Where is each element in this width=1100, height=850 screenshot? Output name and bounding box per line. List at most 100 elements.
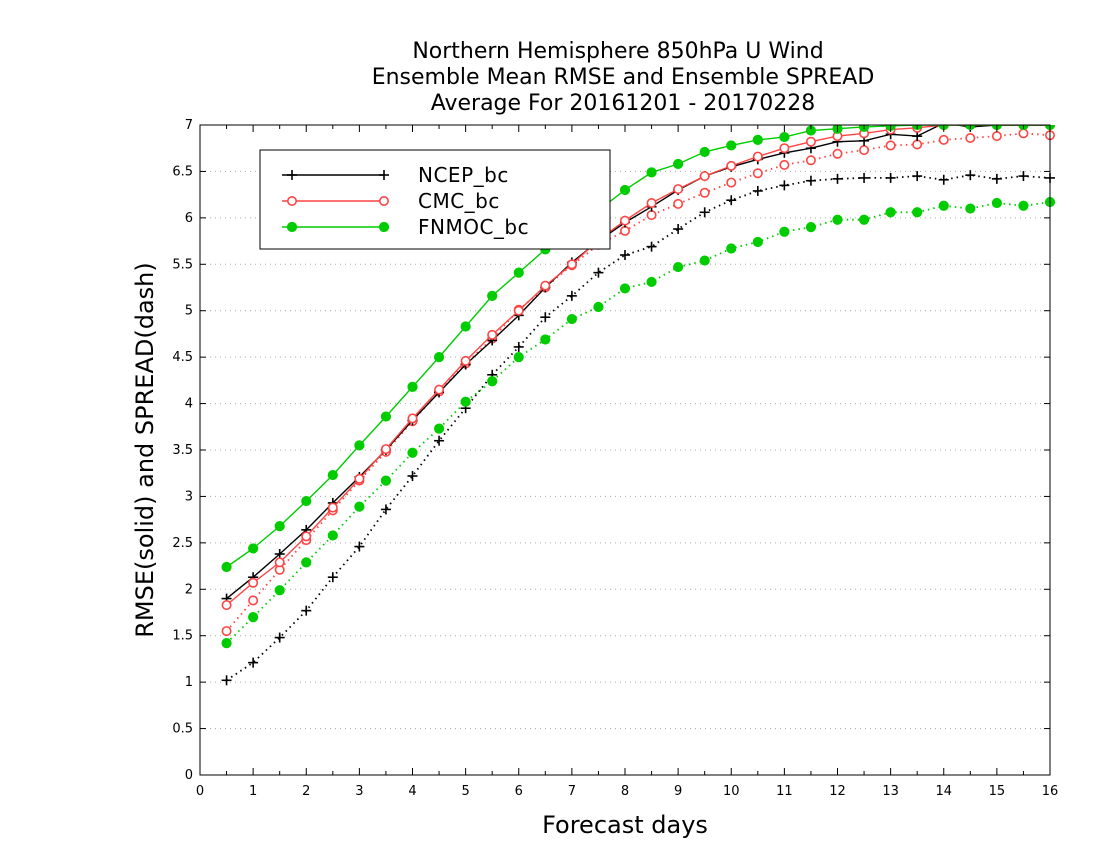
x-tick-label: 10: [723, 784, 740, 799]
data-point-FNMOC_bc-rmse: [779, 131, 790, 143]
data-point-FNMOC_bc-rmse: [726, 140, 737, 151]
data-point-NCEP_bc-spread: [673, 224, 684, 234]
data-point-CMC_bc-rmse: [726, 160, 737, 171]
x-tick-label: 16: [1042, 784, 1059, 799]
data-point-CMC_bc-rmse: [673, 184, 684, 195]
data-point-CMC_bc-spread: [912, 139, 923, 150]
y-tick-label: 5: [185, 304, 193, 319]
x-tick-label: 13: [882, 784, 899, 799]
data-point-CMC_bc-spread: [859, 145, 870, 156]
chart-title: Northern Hemisphere 850hPa U Wind Ensemb…: [372, 39, 875, 116]
legend-label: CMC_bc: [418, 189, 500, 213]
data-point-FNMOC_bc-spread: [965, 203, 976, 214]
legend-marker: [378, 196, 389, 207]
data-point-CMC_bc-spread: [832, 148, 843, 159]
data-point-FNMOC_bc-spread: [699, 255, 710, 266]
data-point-CMC_bc-rmse: [805, 136, 816, 147]
data-point-NCEP_bc-spread: [407, 471, 418, 481]
data-point-CMC_bc-rmse: [407, 413, 418, 424]
chart-title-line-3: Average For 20161201 - 20170228: [431, 91, 816, 116]
data-point-FNMOC_bc-spread: [752, 236, 763, 248]
data-point-NCEP_bc-spread: [885, 172, 896, 183]
legend-marker: [286, 221, 298, 233]
data-point-NCEP_bc-spread: [380, 504, 391, 515]
data-point-FNMOC_bc-spread: [726, 243, 737, 254]
data-point-NCEP_bc-spread: [221, 675, 232, 686]
data-point-CMC_bc-spread: [673, 198, 684, 209]
legend-item-CMC_bc: CMC_bc: [282, 189, 500, 213]
data-point-FNMOC_bc-spread: [221, 638, 232, 649]
data-point-FNMOC_bc-rmse: [487, 290, 498, 301]
data-point-CMC_bc-spread: [1018, 128, 1029, 139]
data-point-CMC_bc-spread: [699, 187, 710, 198]
x-tick-label: 8: [621, 784, 629, 799]
data-point-CMC_bc-rmse: [460, 355, 471, 366]
data-point-NCEP_bc-spread: [327, 572, 338, 583]
data-point-CMC_bc-spread: [248, 595, 259, 606]
data-point-FNMOC_bc-spread: [274, 585, 285, 596]
axis-ticks: 00.511.522.533.544.555.566.570 1 2 3 4 5 6 7 8 9 1…: [172, 118, 1058, 799]
series-FNMOC_bc-spread: [221, 196, 1056, 649]
data-point-FNMOC_bc-spread: [885, 207, 896, 218]
x-tick-label: 15: [989, 784, 1006, 799]
data-point-CMC_bc-rmse: [301, 531, 312, 542]
data-point-CMC_bc-rmse: [221, 600, 232, 611]
data-point-CMC_bc-rmse: [327, 502, 338, 513]
data-point-NCEP_bc-spread: [752, 185, 763, 196]
chart-title-line-2: Ensemble Mean RMSE and Ensemble SPREAD: [372, 65, 875, 90]
data-point-CMC_bc-spread: [646, 210, 657, 221]
data-point-CMC_bc-spread: [991, 131, 1002, 142]
data-point-NCEP_bc-spread: [593, 267, 604, 278]
data-point-FNMOC_bc-spread: [327, 530, 338, 541]
data-point-NCEP_bc-spread: [938, 174, 949, 185]
y-tick-label: 5.5: [172, 257, 193, 272]
data-point-NCEP_bc-rmse: [274, 549, 285, 559]
data-point-NCEP_bc-spread: [566, 290, 577, 301]
data-point-FNMOC_bc-rmse: [248, 543, 259, 554]
data-point-NCEP_bc-spread: [965, 170, 976, 181]
data-point-FNMOC_bc-rmse: [407, 381, 418, 392]
series-line-NCEP_bc-spread: [226, 174, 1051, 682]
legend-marker: [378, 221, 390, 233]
x-tick-label: 2: [302, 784, 310, 799]
data-point-FNMOC_bc-rmse: [460, 321, 471, 332]
data-point-CMC_bc-spread: [938, 134, 949, 145]
x-tick-label: 1: [249, 784, 257, 799]
data-point-FNMOC_bc-spread: [566, 313, 577, 325]
data-point-FNMOC_bc-spread: [513, 352, 524, 363]
data-point-FNMOC_bc-spread: [673, 261, 684, 273]
y-tick-label: 4.5: [172, 350, 193, 365]
data-point-FNMOC_bc-spread: [858, 214, 870, 225]
data-point-NCEP_bc-spread: [434, 435, 445, 446]
data-point-CMC_bc-rmse: [619, 215, 630, 226]
data-point-FNMOC_bc-rmse: [619, 184, 631, 196]
data-point-FNMOC_bc-spread: [619, 283, 631, 294]
data-point-CMC_bc-rmse: [434, 384, 445, 395]
data-point-CMC_bc-spread: [726, 177, 737, 188]
data-point-FNMOC_bc-rmse: [699, 146, 710, 158]
data-point-NCEP_bc-spread: [1018, 171, 1029, 182]
data-point-NCEP_bc-spread: [274, 632, 285, 643]
data-point-CMC_bc-rmse: [566, 259, 577, 270]
data-point-FNMOC_bc-spread: [460, 396, 471, 407]
data-point-NCEP_bc-spread: [832, 173, 843, 184]
data-point-FNMOC_bc-spread: [938, 200, 949, 211]
data-point-NCEP_bc-spread: [620, 250, 630, 260]
y-tick-label: 3: [185, 489, 193, 504]
data-point-CMC_bc-rmse: [354, 473, 365, 484]
data-point-NCEP_bc-spread: [779, 180, 790, 191]
legend-box: [259, 149, 611, 250]
data-point-NCEP_bc-rmse: [912, 131, 923, 142]
data-point-NCEP_bc-spread: [354, 541, 365, 552]
data-point-CMC_bc-rmse: [487, 329, 498, 340]
x-tick-label: 3: [355, 784, 363, 799]
x-tick-label: 11: [776, 784, 793, 799]
y-axis-label: RMSE(solid) and SPREAD(dash): [131, 262, 159, 638]
data-point-NCEP_bc-spread: [540, 312, 551, 323]
data-point-FNMOC_bc-rmse: [274, 521, 285, 532]
data-point-NCEP_bc-spread: [726, 195, 737, 206]
x-tick-label: 6: [515, 784, 523, 799]
data-point-CMC_bc-rmse: [248, 577, 259, 588]
